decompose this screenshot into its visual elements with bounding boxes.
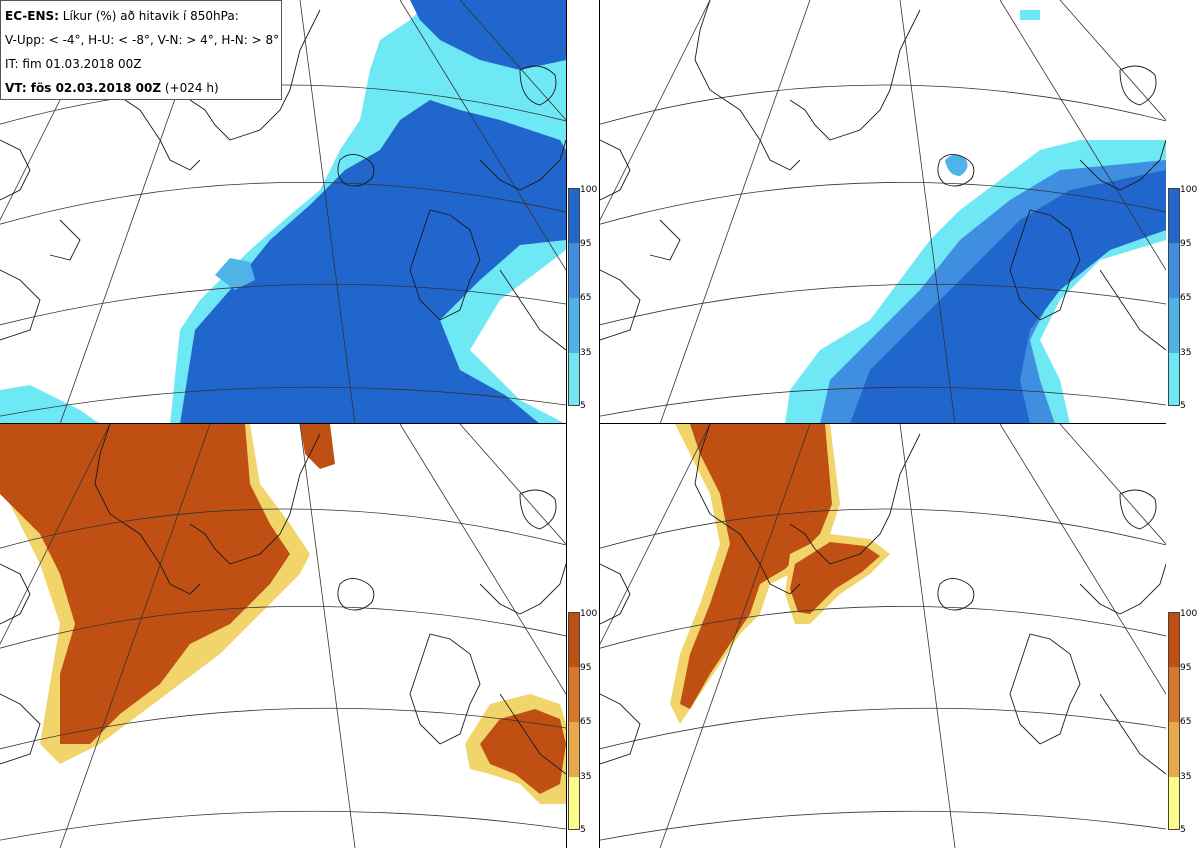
tick-label: 95 bbox=[580, 663, 592, 673]
tick-label: 35 bbox=[1180, 348, 1192, 358]
map-panel-top-left: EC-ENS: Líkur (%) að hitavik í 850hPa: V… bbox=[0, 0, 566, 424]
tick-label: 35 bbox=[1180, 772, 1192, 782]
info-line-3: IT: fim 01.03.2018 00Z bbox=[5, 57, 142, 71]
probability-map-cold-left bbox=[0, 0, 566, 424]
info-line-2: V-Upp: < -4°, H-U: < -8°, V-N: > 4°, H-N… bbox=[5, 33, 280, 47]
forecast-info-box: EC-ENS: Líkur (%) að hitavik í 850hPa: V… bbox=[0, 0, 282, 100]
colorbar-top-left: 100 95 65 35 5 bbox=[568, 185, 600, 411]
probability-description: Líkur (%) að hitavik í 850hPa: bbox=[58, 9, 239, 23]
tick-label: 95 bbox=[580, 239, 592, 249]
lead-time: (+024 h) bbox=[161, 81, 219, 95]
colorbar-bottom-left: 100 95 65 35 5 bbox=[568, 609, 600, 835]
prob-field-iceland-dark bbox=[790, 542, 880, 614]
info-line-1: EC-ENS: Líkur (%) að hitavik í 850hPa: bbox=[5, 4, 277, 28]
tick-label: 5 bbox=[580, 401, 586, 411]
prob-field-se-dark bbox=[480, 709, 566, 794]
prob-field-dark bbox=[850, 170, 1166, 424]
colorbar-top-right: 100 95 65 35 5 bbox=[1168, 185, 1200, 411]
panel-divider-horizontal bbox=[0, 423, 566, 424]
coastlines bbox=[0, 424, 566, 775]
valid-time: VT: fös 02.03.2018 00Z bbox=[5, 81, 162, 95]
tick-label: 5 bbox=[1180, 401, 1186, 411]
tick-label: 100 bbox=[580, 185, 598, 195]
prob-field-small bbox=[1020, 10, 1040, 20]
map-panel-top-right bbox=[600, 0, 1166, 424]
panel-divider-vertical bbox=[599, 0, 600, 848]
prob-field-dark bbox=[0, 424, 290, 744]
map-panel-bottom-left bbox=[0, 424, 566, 848]
tick-label: 35 bbox=[580, 348, 592, 358]
coastlines bbox=[600, 424, 1166, 775]
tick-label: 95 bbox=[1180, 663, 1192, 673]
tick-label: 100 bbox=[1180, 185, 1198, 195]
panel-divider-vertical bbox=[566, 0, 567, 848]
graticule bbox=[600, 424, 1166, 848]
tick-label: 65 bbox=[1180, 293, 1192, 303]
model-name: EC-ENS: bbox=[5, 9, 59, 23]
tick-label: 65 bbox=[580, 717, 592, 727]
tick-label: 95 bbox=[1180, 239, 1192, 249]
coastlines bbox=[600, 0, 1166, 351]
tick-label: 100 bbox=[1180, 609, 1198, 619]
prob-field-iceland bbox=[945, 154, 968, 176]
probability-map-warm-right bbox=[600, 424, 1166, 848]
tick-label: 35 bbox=[580, 772, 592, 782]
panel-divider-horizontal bbox=[600, 423, 1166, 424]
prob-field-east bbox=[300, 424, 335, 469]
prob-field-dark-north bbox=[410, 0, 566, 70]
tick-label: 65 bbox=[1180, 717, 1192, 727]
probability-map-warm-left bbox=[0, 424, 566, 848]
colorbar-bottom-right: 100 95 65 35 5 bbox=[1168, 609, 1200, 835]
tick-label: 5 bbox=[1180, 825, 1186, 835]
prob-field-dark bbox=[680, 424, 832, 709]
prob-field-dark bbox=[180, 100, 566, 424]
info-line-4: VT: fös 02.03.2018 00Z (+024 h) bbox=[5, 76, 277, 100]
tick-label: 100 bbox=[580, 609, 598, 619]
prob-field-patch bbox=[215, 258, 255, 290]
tick-label: 65 bbox=[580, 293, 592, 303]
tick-label: 5 bbox=[580, 825, 586, 835]
probability-map-cold-right bbox=[600, 0, 1166, 424]
map-panel-bottom-right bbox=[600, 424, 1166, 848]
prob-field-sw bbox=[0, 385, 100, 424]
graticule bbox=[0, 424, 566, 848]
